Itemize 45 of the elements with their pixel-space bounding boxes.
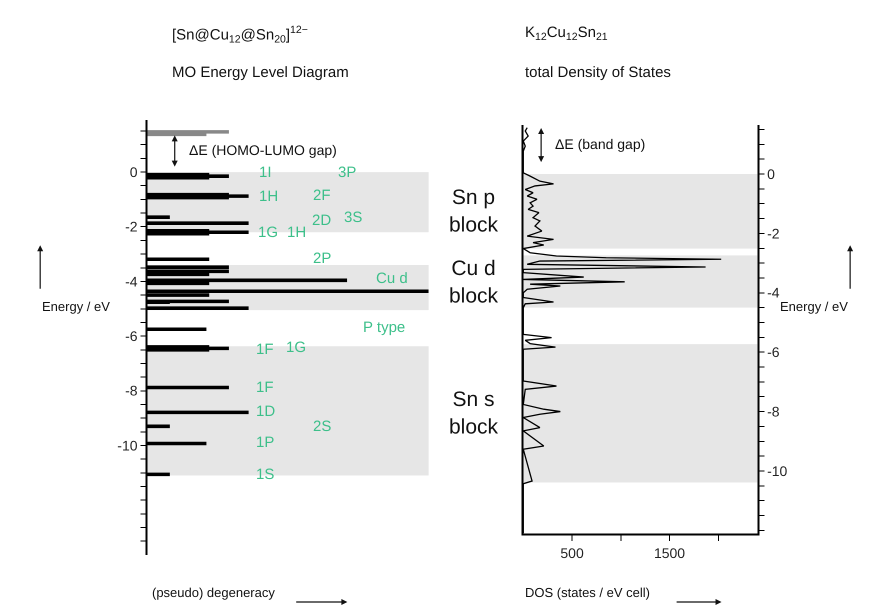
annotation: 2D	[312, 212, 332, 229]
annotation: 3P	[338, 164, 356, 181]
annotation: P type	[363, 319, 406, 336]
y-axis-title: Energy / eV	[42, 299, 110, 314]
y-tick-label: -8	[767, 403, 780, 420]
annotation: 2S	[313, 418, 332, 435]
x-axis-title: (pseudo) degeneracy	[152, 585, 276, 600]
annotation: ΔE (HOMO-LUMO gap)	[189, 142, 337, 158]
annotation: 2F	[313, 187, 331, 204]
annotation: 1H	[259, 188, 278, 205]
y-tick-label: -6	[125, 328, 138, 344]
annotation: 1G	[258, 224, 278, 241]
x-tick-label: 500	[560, 544, 584, 561]
annotation: 1I	[259, 164, 272, 181]
annotation: 1F	[256, 341, 274, 358]
y-axis-title: Energy / eV	[780, 299, 848, 314]
chart-title: K$_{12}$Cu$_{12}$Sn$_{21}$	[525, 24, 608, 44]
annotation: 1D	[256, 403, 276, 420]
y-tick-label: -8	[125, 382, 138, 399]
y-tick-label: -2	[767, 225, 780, 242]
y-tick-label: -4	[125, 273, 138, 290]
y-tick-label: 0	[767, 166, 776, 182]
annotation: 1H	[287, 224, 306, 241]
x-axis-title: DOS (states / eV cell)	[525, 585, 650, 600]
chart-title: [Sn@Cu$_{12}$@Sn$_{20}$]$^{12−}$	[172, 24, 308, 46]
band-label: Sn p block	[449, 186, 499, 236]
band-label: Cu d block	[449, 257, 499, 308]
y-tick-label: -6	[767, 344, 780, 360]
annotation: 1S	[256, 466, 274, 483]
annotation: 1P	[256, 434, 274, 451]
x-tick-label: 1500	[654, 544, 686, 561]
annotation: ΔE (band gap)	[555, 136, 646, 152]
y-tick-label: -2	[125, 218, 138, 235]
annotation: 3S	[344, 209, 362, 226]
y-tick-label: 0	[130, 164, 138, 180]
y-tick-label: -4	[767, 284, 780, 301]
chart-subtitle: total Density of States	[525, 64, 671, 81]
chart-subtitle: MO Energy Level Diagram	[172, 64, 349, 81]
y-tick-label: -10	[117, 437, 138, 454]
band-label: Sn s block	[449, 388, 499, 438]
annotation: 2P	[313, 250, 332, 267]
annotation: 1G	[286, 339, 306, 356]
annotation: 1F	[256, 379, 274, 396]
y-tick-label: -10	[767, 462, 788, 479]
annotation: Cu d	[376, 270, 408, 287]
